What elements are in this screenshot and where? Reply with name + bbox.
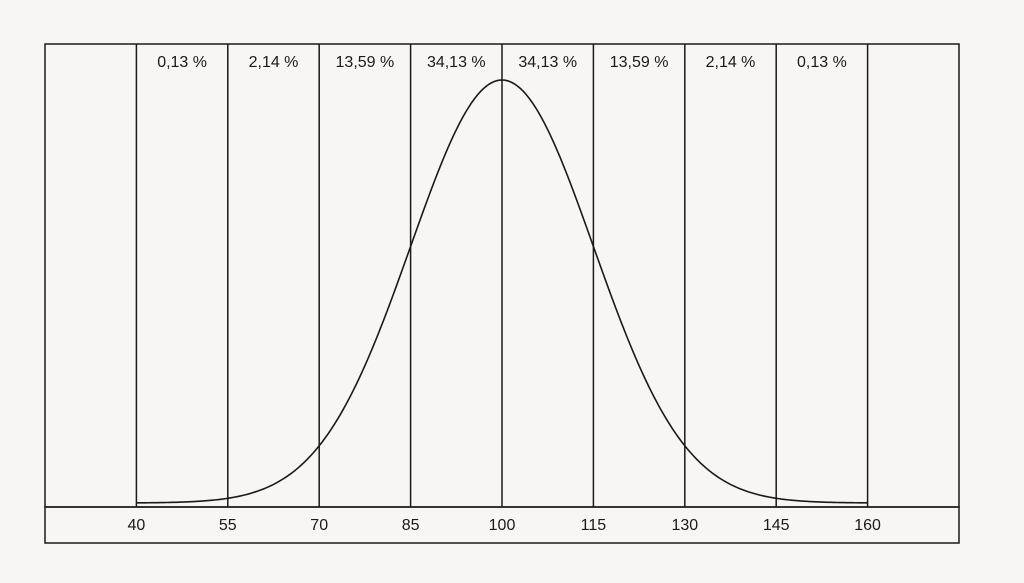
- band-label-7: 0,13 %: [797, 54, 847, 71]
- x-tick-label-6: 130: [671, 517, 698, 534]
- band-percentage-labels: 0,13 % 2,14 % 13,59 % 34,13 % 34,13 % 13,59 %…: [157, 54, 847, 71]
- x-tick-label-7: 145: [763, 517, 790, 534]
- band-boundary-lines: [135, 44, 869, 507]
- band-label-0: 0,13 %: [157, 54, 207, 71]
- x-tick-label-2: 70: [310, 517, 328, 534]
- band-label-2: 13,59 %: [336, 54, 395, 71]
- band-label-4: 34,13 %: [518, 54, 577, 71]
- x-tick-label-8: 160: [854, 517, 881, 534]
- x-tick-label-4: 100: [489, 517, 516, 534]
- x-tick-label-5: 115: [581, 517, 607, 534]
- x-tick-label-3: 85: [402, 517, 420, 534]
- x-tick-label-0: 40: [128, 517, 146, 534]
- band-label-5: 13,59 %: [610, 54, 669, 71]
- band-label-1: 2,14 %: [249, 54, 299, 71]
- x-tick-labels: 40 55 70 85 100 115 130 145 160: [128, 517, 882, 534]
- band-label-3: 34,13 %: [427, 54, 486, 71]
- band-label-6: 2,14 %: [706, 54, 756, 71]
- x-tick-label-1: 55: [219, 517, 237, 534]
- normal-curve: [136, 79, 868, 504]
